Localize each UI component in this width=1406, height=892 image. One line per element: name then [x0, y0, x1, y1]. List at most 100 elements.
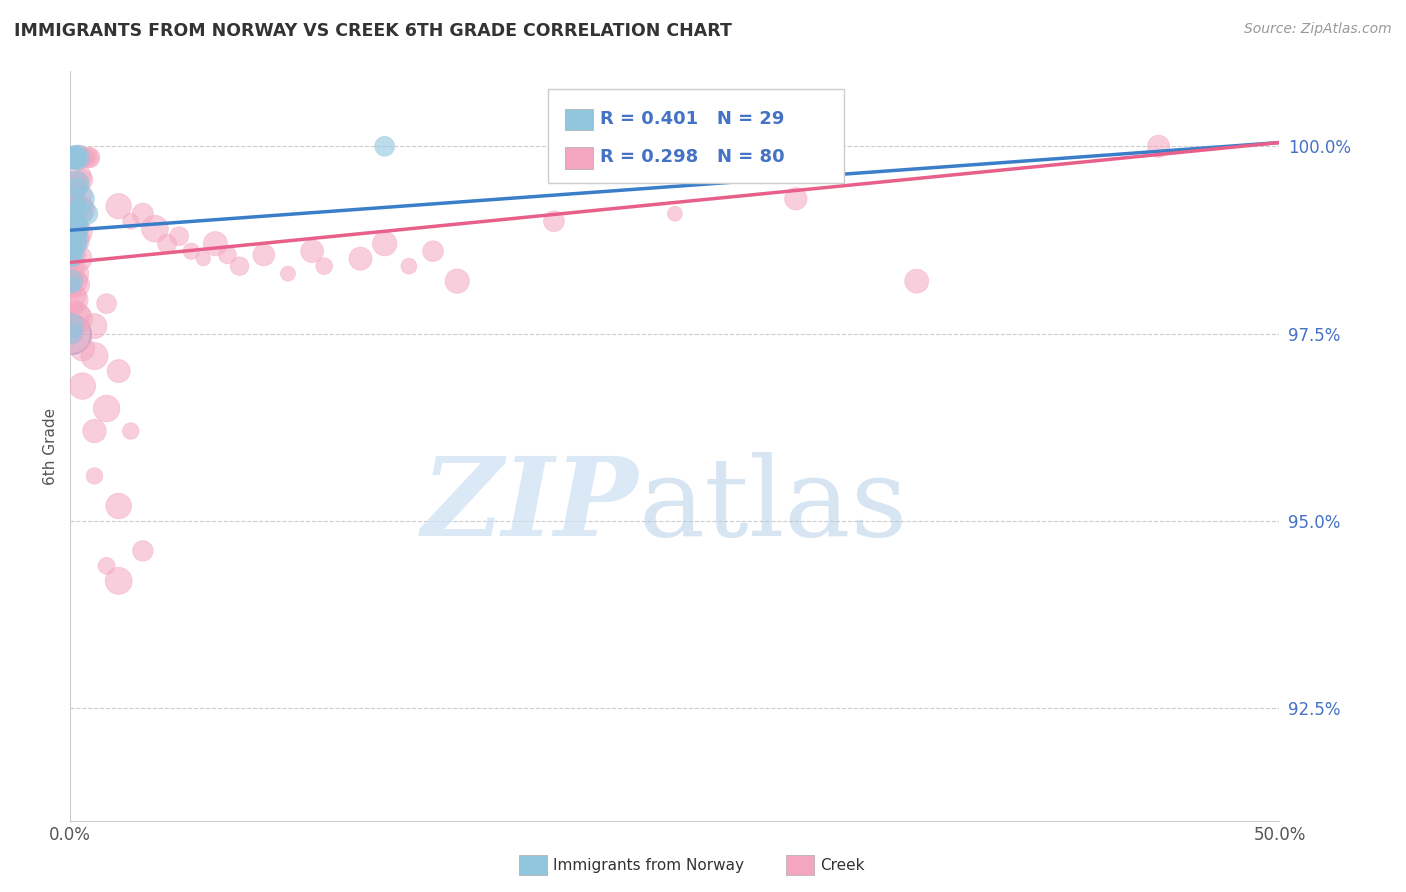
Point — [63, 240, 86, 254]
Point — [253, 248, 276, 262]
Point — [72, 151, 94, 165]
Point — [422, 244, 444, 259]
Point — [785, 192, 807, 206]
Point — [63, 267, 86, 281]
Point — [63, 218, 86, 232]
Point — [76, 207, 98, 221]
Point — [66, 151, 89, 165]
Point — [120, 424, 142, 438]
Point — [59, 326, 82, 341]
Point — [67, 221, 90, 235]
Point — [204, 236, 226, 251]
Point — [60, 248, 83, 262]
Point — [67, 151, 90, 165]
Point — [69, 207, 91, 221]
Point — [83, 319, 105, 334]
Point — [107, 499, 129, 513]
Point — [374, 139, 396, 153]
Point — [664, 207, 686, 221]
Point — [72, 192, 94, 206]
Point — [72, 151, 94, 165]
Point — [66, 277, 89, 292]
Point — [398, 259, 420, 273]
Point — [83, 349, 105, 363]
Point — [60, 274, 83, 288]
Point — [63, 226, 86, 240]
Point — [180, 244, 202, 259]
Point — [72, 199, 94, 213]
Point — [67, 195, 90, 210]
Point — [167, 229, 190, 244]
Point — [77, 151, 100, 165]
Point — [143, 221, 166, 235]
Y-axis label: 6th Grade: 6th Grade — [44, 408, 59, 484]
Point — [62, 282, 84, 296]
Point — [63, 236, 86, 251]
Point — [65, 151, 87, 165]
Text: R = 0.401   N = 29: R = 0.401 N = 29 — [600, 110, 785, 128]
Point — [66, 151, 89, 165]
Point — [905, 274, 928, 288]
Point — [65, 184, 87, 198]
Point — [63, 151, 86, 165]
Point — [65, 177, 87, 191]
Point — [132, 207, 155, 221]
Point — [63, 218, 86, 232]
Point — [79, 151, 101, 165]
Point — [217, 248, 239, 262]
Point — [67, 188, 90, 202]
Point — [62, 255, 84, 269]
Text: Creek: Creek — [820, 858, 865, 872]
Point — [63, 192, 86, 206]
Point — [65, 301, 87, 315]
Point — [60, 252, 83, 266]
Point — [59, 319, 82, 334]
Point — [63, 229, 86, 244]
Point — [63, 293, 86, 307]
Point — [301, 244, 323, 259]
Point — [65, 221, 87, 235]
Point — [62, 151, 84, 165]
Text: atlas: atlas — [638, 452, 908, 559]
Text: Immigrants from Norway: Immigrants from Norway — [553, 858, 744, 872]
Point — [63, 151, 86, 165]
Point — [62, 214, 84, 228]
Point — [60, 277, 83, 292]
Point — [543, 214, 565, 228]
Point — [75, 151, 97, 165]
Point — [66, 308, 89, 322]
Point — [73, 151, 96, 165]
Point — [67, 311, 90, 326]
Point — [63, 151, 86, 165]
Point — [62, 244, 84, 259]
Point — [96, 296, 118, 310]
Point — [65, 151, 87, 165]
Point — [63, 195, 86, 210]
Point — [62, 319, 84, 334]
Point — [72, 342, 94, 356]
Point — [72, 379, 94, 393]
Point — [65, 233, 87, 247]
Point — [60, 326, 83, 341]
Point — [62, 214, 84, 228]
Point — [349, 252, 371, 266]
Point — [193, 252, 215, 266]
Point — [120, 214, 142, 228]
Point — [63, 233, 86, 247]
Point — [66, 180, 89, 194]
Point — [66, 248, 89, 262]
Point — [314, 259, 336, 273]
Point — [63, 202, 86, 217]
Point — [107, 364, 129, 378]
Point — [63, 289, 86, 303]
Point — [66, 199, 89, 213]
Point — [374, 236, 396, 251]
Point — [96, 401, 118, 416]
Point — [65, 207, 87, 221]
Point — [62, 151, 84, 165]
Point — [63, 263, 86, 277]
Point — [156, 236, 179, 251]
Point — [72, 173, 94, 187]
Point — [83, 424, 105, 438]
Point — [277, 267, 299, 281]
